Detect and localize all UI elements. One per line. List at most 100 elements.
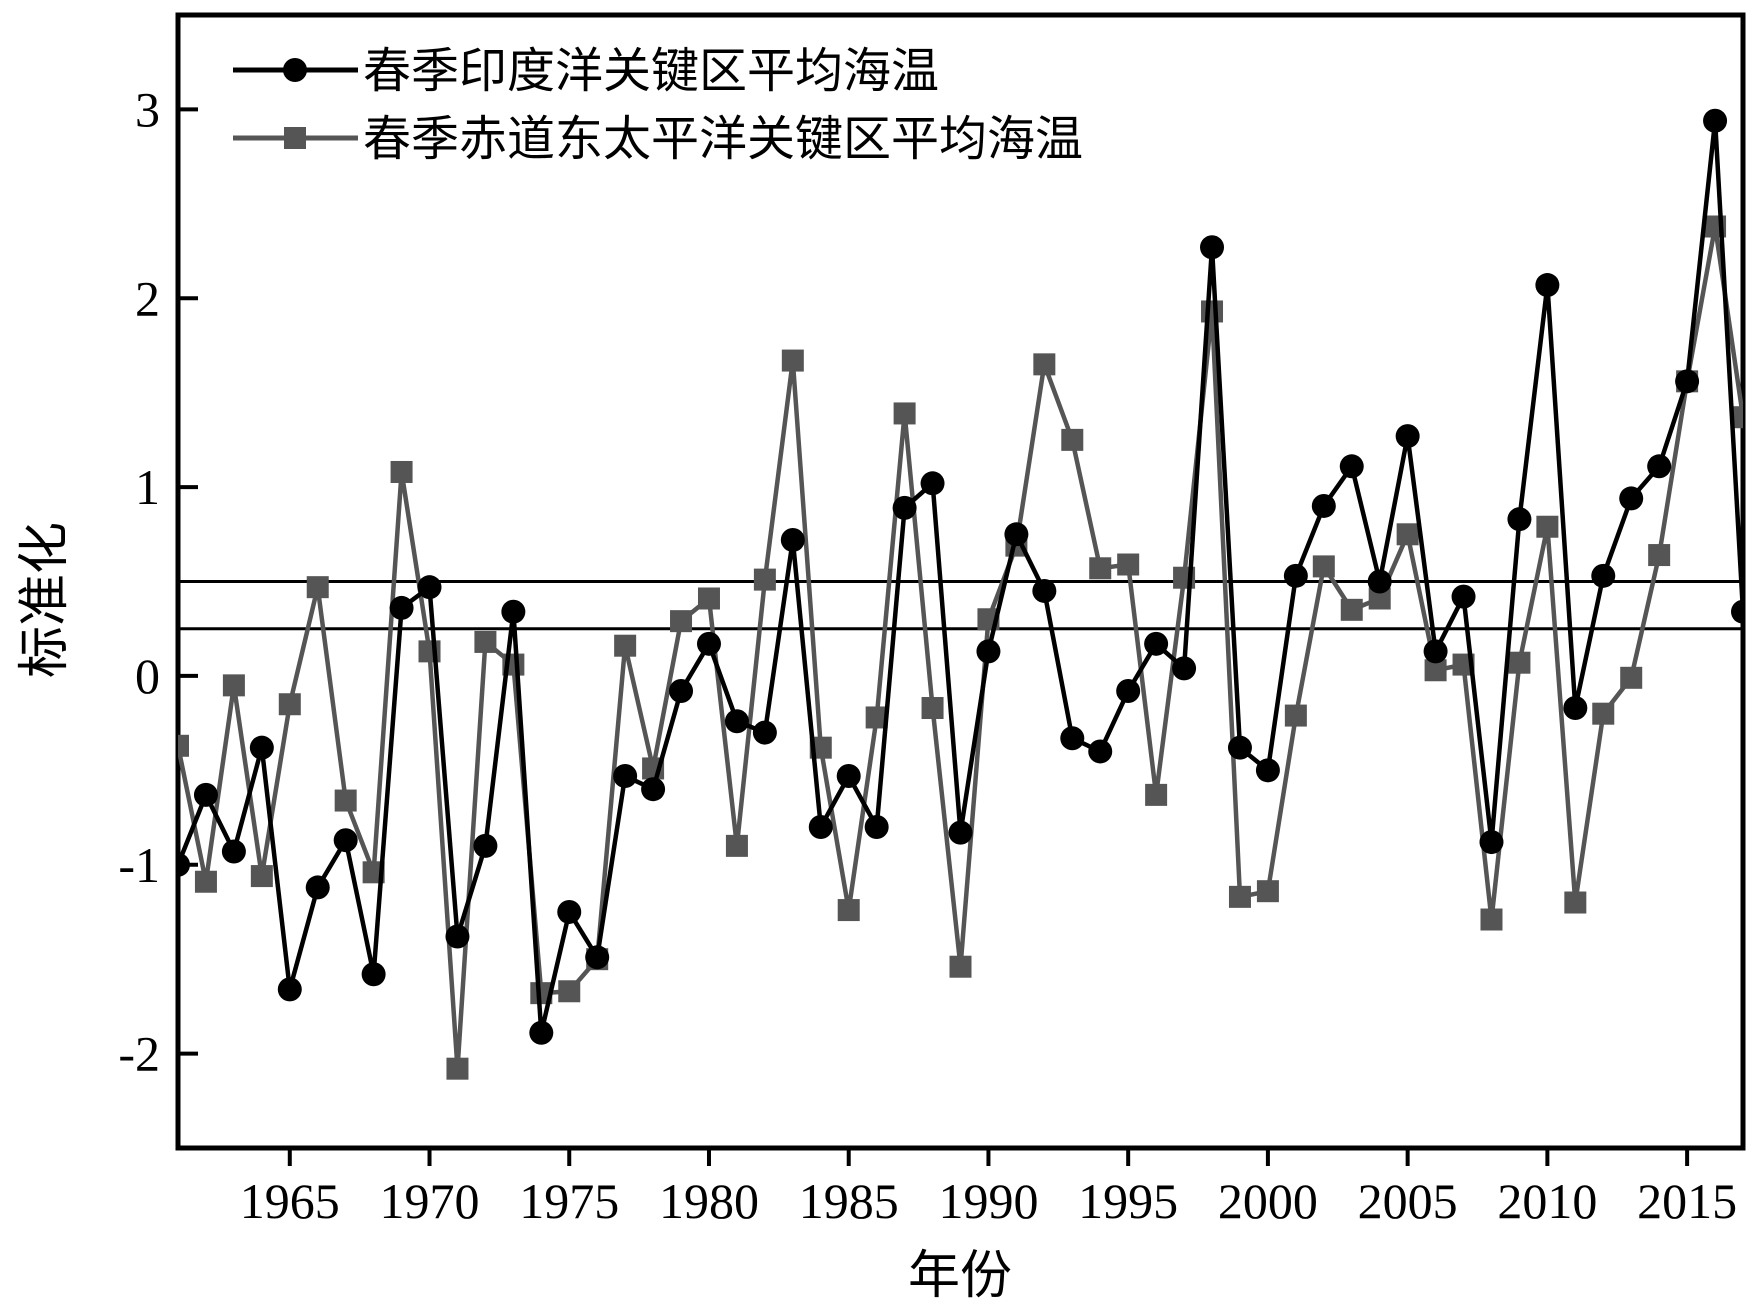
- data-point: [921, 697, 944, 720]
- data-point: [1675, 369, 1700, 394]
- data-point: [669, 679, 694, 704]
- data-point: [1227, 735, 1252, 760]
- series-line: [178, 120, 1743, 1034]
- data-point: [1172, 656, 1197, 681]
- data-point: [1033, 353, 1056, 376]
- data-point: [1508, 651, 1531, 674]
- data-point: [1619, 486, 1644, 511]
- y-tick-label: -2: [118, 1026, 160, 1082]
- data-point: [1144, 631, 1169, 656]
- x-tick-label: 1990: [938, 1173, 1038, 1229]
- data-point: [529, 1020, 554, 1045]
- data-point: [948, 820, 973, 845]
- series-east-pacific: [178, 215, 1743, 1080]
- data-point: [920, 471, 945, 496]
- data-point: [178, 852, 190, 877]
- data-point: [1396, 523, 1419, 546]
- data-point: [1340, 598, 1363, 621]
- data-point: [724, 709, 749, 734]
- data-point: [1228, 885, 1251, 908]
- data-point: [613, 763, 638, 788]
- data-point: [178, 734, 189, 757]
- data-point: [557, 899, 582, 924]
- data-point: [1479, 830, 1504, 855]
- data-point: [1423, 639, 1448, 664]
- data-point: [278, 693, 301, 716]
- data-point: [305, 875, 330, 900]
- y-tick-label: 3: [135, 81, 160, 137]
- data-point: [277, 977, 302, 1002]
- data-point: [1507, 507, 1532, 532]
- data-point: [1424, 659, 1447, 682]
- data-point: [1536, 515, 1559, 538]
- data-point: [1592, 702, 1615, 725]
- y-tick-label: 1: [135, 459, 160, 515]
- data-point: [1255, 758, 1280, 783]
- data-point: [697, 587, 720, 610]
- series-indian-ocean: [178, 108, 1743, 1045]
- data-point: [670, 610, 693, 633]
- data-point: [1032, 578, 1057, 603]
- data-point: [334, 789, 357, 812]
- data-point: [1117, 553, 1140, 576]
- data-point: [1311, 493, 1336, 518]
- data-point: [1648, 544, 1671, 567]
- data-point: [446, 1057, 469, 1080]
- data-point: [1339, 454, 1364, 479]
- data-point: [389, 595, 414, 620]
- x-tick-label: 2010: [1497, 1173, 1597, 1229]
- data-point: [1145, 783, 1168, 806]
- y-axis-title: 标准化: [15, 522, 75, 678]
- data-point: [725, 834, 748, 857]
- x-tick-label: 2015: [1637, 1173, 1737, 1229]
- data-point: [1256, 880, 1279, 903]
- y-tick-label: -1: [118, 837, 160, 893]
- data-point: [781, 349, 804, 372]
- axes: -2 -1 0 1 2 3 1965 1970 1975 1980 1985 1990 1995 2000…: [118, 81, 1737, 1229]
- x-tick-label: 1975: [519, 1173, 619, 1229]
- data-point: [1089, 557, 1112, 580]
- data-point: [864, 814, 889, 839]
- data-point: [1312, 555, 1335, 578]
- data-point: [473, 833, 498, 858]
- legend-label: 春季印度洋关键区平均海温: [363, 43, 939, 99]
- data-point: [976, 639, 1001, 664]
- x-tick-label: 1980: [659, 1173, 759, 1229]
- data-point: [474, 630, 497, 653]
- x-tick-label: 2005: [1358, 1173, 1458, 1229]
- data-point: [1703, 108, 1728, 133]
- x-tick-label: 1985: [799, 1173, 899, 1229]
- data-point: [752, 720, 777, 745]
- data-point: [892, 495, 917, 520]
- data-point: [1591, 563, 1616, 588]
- x-tick-label: 2000: [1218, 1173, 1318, 1229]
- data-point: [641, 777, 666, 802]
- data-point: [1480, 908, 1503, 931]
- data-point: [1395, 424, 1420, 449]
- data-point: [1732, 406, 1743, 429]
- data-point: [558, 980, 581, 1003]
- legend-label: 春季赤道东太平洋关键区平均海温: [363, 111, 1083, 167]
- data-point: [193, 782, 218, 807]
- data-point: [1731, 599, 1743, 624]
- data-point: [1061, 428, 1084, 451]
- series-layer: [178, 108, 1743, 1080]
- data-point: [1368, 587, 1391, 610]
- x-tick-label: 1965: [240, 1173, 340, 1229]
- data-point: [1283, 563, 1308, 588]
- data-point: [1367, 569, 1392, 594]
- data-point: [1004, 522, 1029, 547]
- data-point: [250, 865, 273, 888]
- data-point: [1060, 726, 1085, 751]
- data-point: [1451, 584, 1476, 609]
- data-point: [1535, 273, 1560, 298]
- legend-marker: [284, 127, 306, 149]
- data-point: [614, 634, 637, 657]
- data-point: [445, 924, 470, 949]
- data-point: [1116, 679, 1141, 704]
- data-point: [390, 460, 413, 483]
- data-point: [865, 706, 888, 729]
- data-point: [808, 814, 833, 839]
